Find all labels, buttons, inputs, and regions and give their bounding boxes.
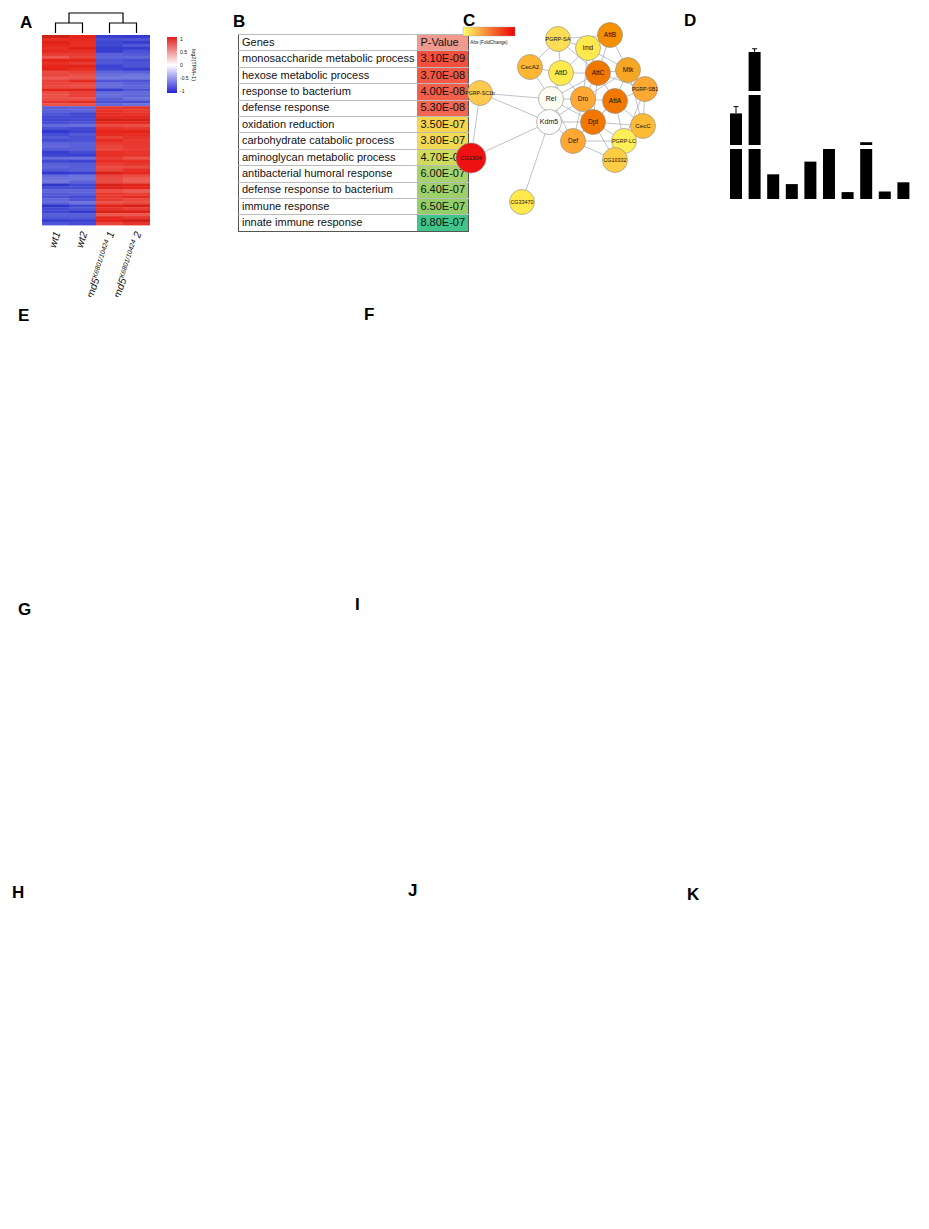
table-row: response to bacterium4.00E-08: [239, 84, 469, 100]
genome-tracks-svg: [350, 295, 929, 590]
kdm5-chip-chart-svg: [10, 592, 315, 848]
svg-text:log2(TPM+1): log2(TPM+1): [191, 49, 197, 81]
svg-text:PGRP-SB1: PGRP-SB1: [632, 86, 658, 92]
svg-text:Mtk: Mtk: [623, 66, 634, 73]
microscopy-grid: [360, 845, 665, 1229]
table-row: defense response5.30E-08: [239, 100, 469, 116]
svg-text:Rel: Rel: [546, 95, 557, 102]
panel-i-gels: I: [315, 595, 929, 843]
panel-j-microscopy: J: [360, 845, 665, 1229]
panel-d-bar-chart: D: [678, 5, 929, 285]
panel-f-genome-browser: F: [350, 295, 929, 590]
table-row: monosaccharide metabolic process3.10E-09: [239, 51, 469, 67]
heatmap-svg: 10.50-0.5-1log2(TPM+1)wt1wt2kmd5K6801/10…: [15, 5, 230, 297]
table-row: aminoglycan metabolic process4.70E-07: [239, 149, 469, 165]
svg-text:CecA2: CecA2: [521, 63, 540, 70]
panel-e-bar-chart: E: [10, 298, 355, 590]
svg-text:-1: -1: [180, 88, 185, 94]
panel-h-h3k4me3-chart: H: [10, 845, 382, 1229]
panel-label-a: A: [20, 13, 32, 33]
panel-k-relish-chart: K: [655, 845, 929, 1229]
panel-label-e: E: [18, 306, 29, 326]
svg-text:CG10332: CG10332: [603, 157, 626, 163]
go-term-table: GenesP-Valuemonosaccharide metabolic pro…: [238, 34, 469, 232]
table-row: immune response6.50E-07: [239, 198, 469, 214]
table-row: antibacterial humoral response6.00E-07: [239, 166, 469, 182]
svg-text:PGRP-LC: PGRP-LC: [612, 138, 636, 144]
heatmap-colorbar: [167, 37, 177, 93]
dendrogram: [56, 13, 137, 33]
svg-text:AttC: AttC: [592, 69, 605, 76]
network-nodes: PGRP-SA AttB imd CecA2 AttD AttC Mtk PGRP-SC1b R…: [456, 23, 658, 215]
svg-text:AttA: AttA: [609, 97, 622, 104]
panel-label-j: J: [408, 881, 417, 901]
table-row: carbohydrate catabolic process3.80E-07: [239, 133, 469, 149]
svg-text:Dro: Dro: [578, 95, 589, 102]
panel-label-h: H: [12, 883, 24, 903]
svg-text:wt1: wt1: [46, 230, 62, 249]
gene-expression-chart-svg: [678, 5, 929, 285]
panel-label-d: D: [684, 11, 696, 31]
panel-a-heatmap: A 10.50-0.5-1log2(TPM+1)wt1wt2kmd5K6801/…: [15, 5, 230, 297]
svg-text:-0.5: -0.5: [180, 75, 189, 81]
svg-text:PGRP-SA: PGRP-SA: [545, 36, 570, 42]
svg-text:0: 0: [180, 62, 183, 68]
svg-text:Kdm5: Kdm5: [540, 118, 558, 125]
svg-text:AttD: AttD: [555, 69, 568, 76]
svg-text:AttB: AttB: [604, 31, 616, 38]
table-row: defense response to bacterium6.40E-07: [239, 182, 469, 198]
svg-text:PGRP-SC1b: PGRP-SC1b: [465, 90, 495, 96]
bars: [730, 52, 909, 199]
svg-text:1: 1: [180, 36, 183, 42]
svg-text:Abs (FoldChange): Abs (FoldChange): [470, 40, 508, 45]
panel-label-k: K: [687, 885, 699, 905]
svg-text:Def: Def: [568, 137, 578, 144]
svg-text:wt2: wt2: [73, 230, 90, 249]
panel-g-chip-chart: G: [10, 592, 315, 848]
panel-label-c: C: [463, 11, 475, 31]
svg-text:0.5: 0.5: [180, 49, 187, 55]
h3k4me3-chip-svg: [10, 845, 382, 1229]
panel-label-g: G: [18, 600, 31, 620]
svg-text:CecC: CecC: [635, 122, 651, 129]
panel-c-network: C PGRP-SA AttB imd CecA2 AttD AttC Mtk PGRP-SC1…: [455, 5, 687, 255]
gel-images: [315, 595, 929, 843]
table-row: oxidation reduction3.50E-07: [239, 116, 469, 132]
svg-text:imd: imd: [583, 44, 594, 51]
svg-text:Dpt: Dpt: [588, 118, 598, 126]
network-svg: PGRP-SA AttB imd CecA2 AttD AttC Mtk PGRP-SC1b R…: [455, 5, 687, 255]
table-row: hexose metabolic process3.70E-08: [239, 67, 469, 83]
panel-label-i: I: [355, 595, 360, 615]
svg-text:CG33470: CG33470: [510, 199, 533, 205]
figure-root: A 10.50-0.5-1log2(TPM+1)wt1wt2kmd5K6801/…: [0, 0, 929, 1229]
panel-label-b: B: [233, 12, 245, 32]
table-header: Genes: [239, 35, 418, 51]
table-row: innate immune response8.80E-07: [239, 215, 469, 231]
panel-b-go-table: B GenesP-Valuemonosaccharide metabolic p…: [228, 8, 460, 240]
svg-text:CG1304: CG1304: [460, 155, 482, 161]
antibiotics-chart-svg: [10, 298, 355, 590]
panel-label-f: F: [364, 305, 374, 325]
